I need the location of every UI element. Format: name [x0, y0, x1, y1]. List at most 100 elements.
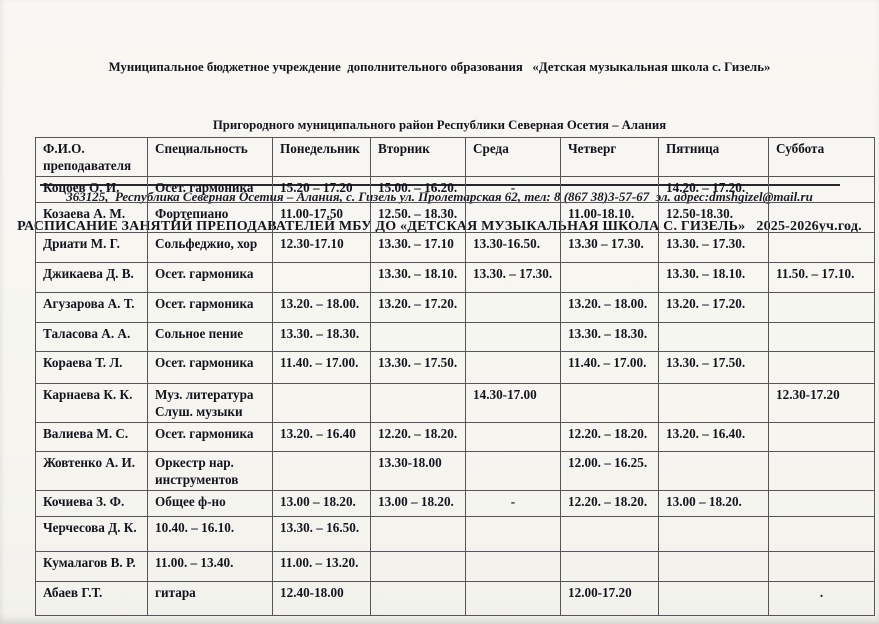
schedule-cell: 13.30. – 16.50. — [272, 516, 371, 552]
schedule-cell: 13.20. – 18.00. — [272, 292, 371, 323]
schedule-cell — [370, 551, 466, 582]
table-row: Карнаева К. К. Муз. литература Слуш. музы… — [35, 383, 875, 423]
schedule-cell: 14.20. – 17.20. — [658, 176, 769, 203]
teacher-name-cell: Кочиева З. Ф. — [35, 490, 148, 517]
schedule-cell: 13.30. – 17.30. — [465, 262, 561, 293]
specialty-cell: Осет. гармоника — [147, 351, 273, 384]
schedule-cell: 13.30. – 17.30. — [658, 232, 769, 263]
schedule-cell: 13.20. – 16.40 — [272, 422, 371, 452]
table-header-row: Ф.И.О. преподавателя Специальность Понедел… — [35, 137, 875, 177]
schedule-cell: 13.00 – 18.20. — [370, 490, 466, 517]
schedule-cell — [768, 232, 875, 263]
schedule-cell — [465, 551, 561, 582]
schedule-cell: 11.00-17.50 — [272, 202, 371, 233]
table-row: Черчесова Д. К. 10.40. – 16.10. 13.30. – 1… — [35, 516, 875, 552]
schedule-table: Ф.И.О. преподавателя Специальность Понедел… — [35, 137, 875, 616]
schedule-cell — [370, 322, 466, 352]
specialty-cell: Муз. литература Слуш. музыки — [147, 383, 273, 423]
specialty-cell: Осет. гармоника — [147, 292, 273, 323]
schedule-cell: 12.20. – 18.20. — [560, 490, 659, 517]
schedule-cell — [768, 490, 875, 517]
specialty-cell: Оркестр нар. инструментов — [147, 451, 273, 491]
schedule-cell — [465, 451, 561, 491]
schedule-cell — [465, 351, 561, 384]
schedule-cell: 11.50. – 17.10. — [768, 262, 875, 293]
schedule-cell — [768, 176, 875, 203]
specialty-cell: 11.00. – 13.40. — [147, 551, 273, 582]
table-row: Дриати М. Г. Сольфеджио, хор 12.30-17.10 13… — [35, 232, 875, 263]
teacher-name-cell: Карнаева К. К. — [35, 383, 148, 423]
schedule-cell: 12.50. – 18.30. — [370, 202, 466, 233]
table-row: Кумалагов В. Р. 11.00. – 13.40. 11.00. – 1… — [35, 551, 875, 582]
schedule-cell — [560, 383, 659, 423]
schedule-cell — [768, 322, 875, 352]
schedule-cell: 13.00 – 18.20. — [272, 490, 371, 517]
teacher-name-cell: Джикаева Д. В. — [35, 262, 148, 293]
schedule-cell — [658, 581, 769, 616]
schedule-cell — [465, 322, 561, 352]
table-row: Козаева А. М. Фортепиано 11.00-17.50 12.50.… — [35, 202, 875, 233]
schedule-cell — [370, 581, 466, 616]
schedule-cell: 13.20. – 17.20. — [370, 292, 466, 323]
schedule-cell: 12.20. – 18.20. — [370, 422, 466, 452]
schedule-cell: 13.30. – 18.30. — [560, 322, 659, 352]
schedule-cell: 13.30. – 17.10 — [370, 232, 466, 263]
table-row: Таласова А. А. Сольное пение 13.30. – 18.3… — [35, 322, 875, 352]
specialty-cell: Сольфеджио, хор — [147, 232, 273, 263]
schedule-cell: 15.00. – 16.20. — [370, 176, 466, 203]
column-header-2: Понедельник — [272, 137, 371, 177]
teacher-name-cell: Абаев Г.Т. — [35, 581, 148, 616]
schedule-cell — [465, 422, 561, 452]
schedule-cell: 12.00. – 16.25. — [560, 451, 659, 491]
schedule-cell — [465, 292, 561, 323]
schedule-cell — [370, 383, 466, 423]
schedule-cell — [465, 581, 561, 616]
schedule-cell: 13.00 – 18.20. — [658, 490, 769, 517]
teacher-name-cell: Кумалагов В. Р. — [35, 551, 148, 582]
specialty-cell: Фортепиано — [147, 202, 273, 233]
schedule-cell — [272, 451, 371, 491]
specialty-cell: Сольное пение — [147, 322, 273, 352]
schedule-cell — [272, 262, 371, 293]
schedule-cell — [560, 176, 659, 203]
table-row: Кораева Т. Л. Осет. гармоника 11.40. – 17.… — [35, 351, 875, 384]
teacher-name-cell: Валиева М. С. — [35, 422, 148, 452]
column-header-0: Ф.И.О. преподавателя — [35, 137, 148, 177]
schedule-cell: 13.20. – 18.00. — [560, 292, 659, 323]
schedule-cell — [658, 451, 769, 491]
schedule-cell: 13.30. – 17.50. — [658, 351, 769, 384]
specialty-cell: Осет. гармоника — [147, 176, 273, 203]
specialty-cell: Осет. гармоника — [147, 422, 273, 452]
column-header-3: Вторник — [370, 137, 466, 177]
schedule-cell — [768, 516, 875, 552]
table-row: Валиева М. С. Осет. гармоника 13.20. – 16.… — [35, 422, 875, 452]
schedule-cell — [560, 516, 659, 552]
table-row: Абаев Г.Т. гитара 12.40-18.00 12.00-17.20. — [35, 581, 875, 616]
schedule-cell — [465, 516, 561, 552]
schedule-cell: 15.20 – 17.20 — [272, 176, 371, 203]
schedule-cell — [768, 351, 875, 384]
column-header-4: Среда — [465, 137, 561, 177]
table-row: Жовтенко А. И. Оркестр нар. инструментов 1… — [35, 451, 875, 491]
column-header-6: Пятница — [658, 137, 769, 177]
table-row: Кочиева З. Ф. Общее ф-но 13.00 – 18.20. 13.… — [35, 490, 875, 517]
teacher-name-cell: Черчесова Д. К. — [35, 516, 148, 552]
schedule-cell — [768, 551, 875, 582]
column-header-1: Специальность — [147, 137, 273, 177]
column-header-5: Четверг — [560, 137, 659, 177]
schedule-cell: 13.20. – 17.20. — [658, 292, 769, 323]
schedule-cell: - — [465, 176, 561, 203]
org-header: Муниципальное бюджетное учреждение допол… — [0, 0, 879, 174]
schedule-cell — [658, 383, 769, 423]
schedule-cell: 12.30-17.10 — [272, 232, 371, 263]
schedule-cell: 12.40-18.00 — [272, 581, 371, 616]
schedule-cell: 11.00. – 13.20. — [272, 551, 371, 582]
schedule-cell: 12.20. – 18.20. — [560, 422, 659, 452]
teacher-name-cell: Жовтенко А. И. — [35, 451, 148, 491]
schedule-cell — [560, 551, 659, 582]
table-row: Коцоев О. И. Осет. гармоника 15.20 – 17.20… — [35, 176, 875, 203]
schedule-cell — [272, 383, 371, 423]
schedule-cell: 11.00-18.10. — [560, 202, 659, 233]
column-header-7: Суббота — [768, 137, 875, 177]
